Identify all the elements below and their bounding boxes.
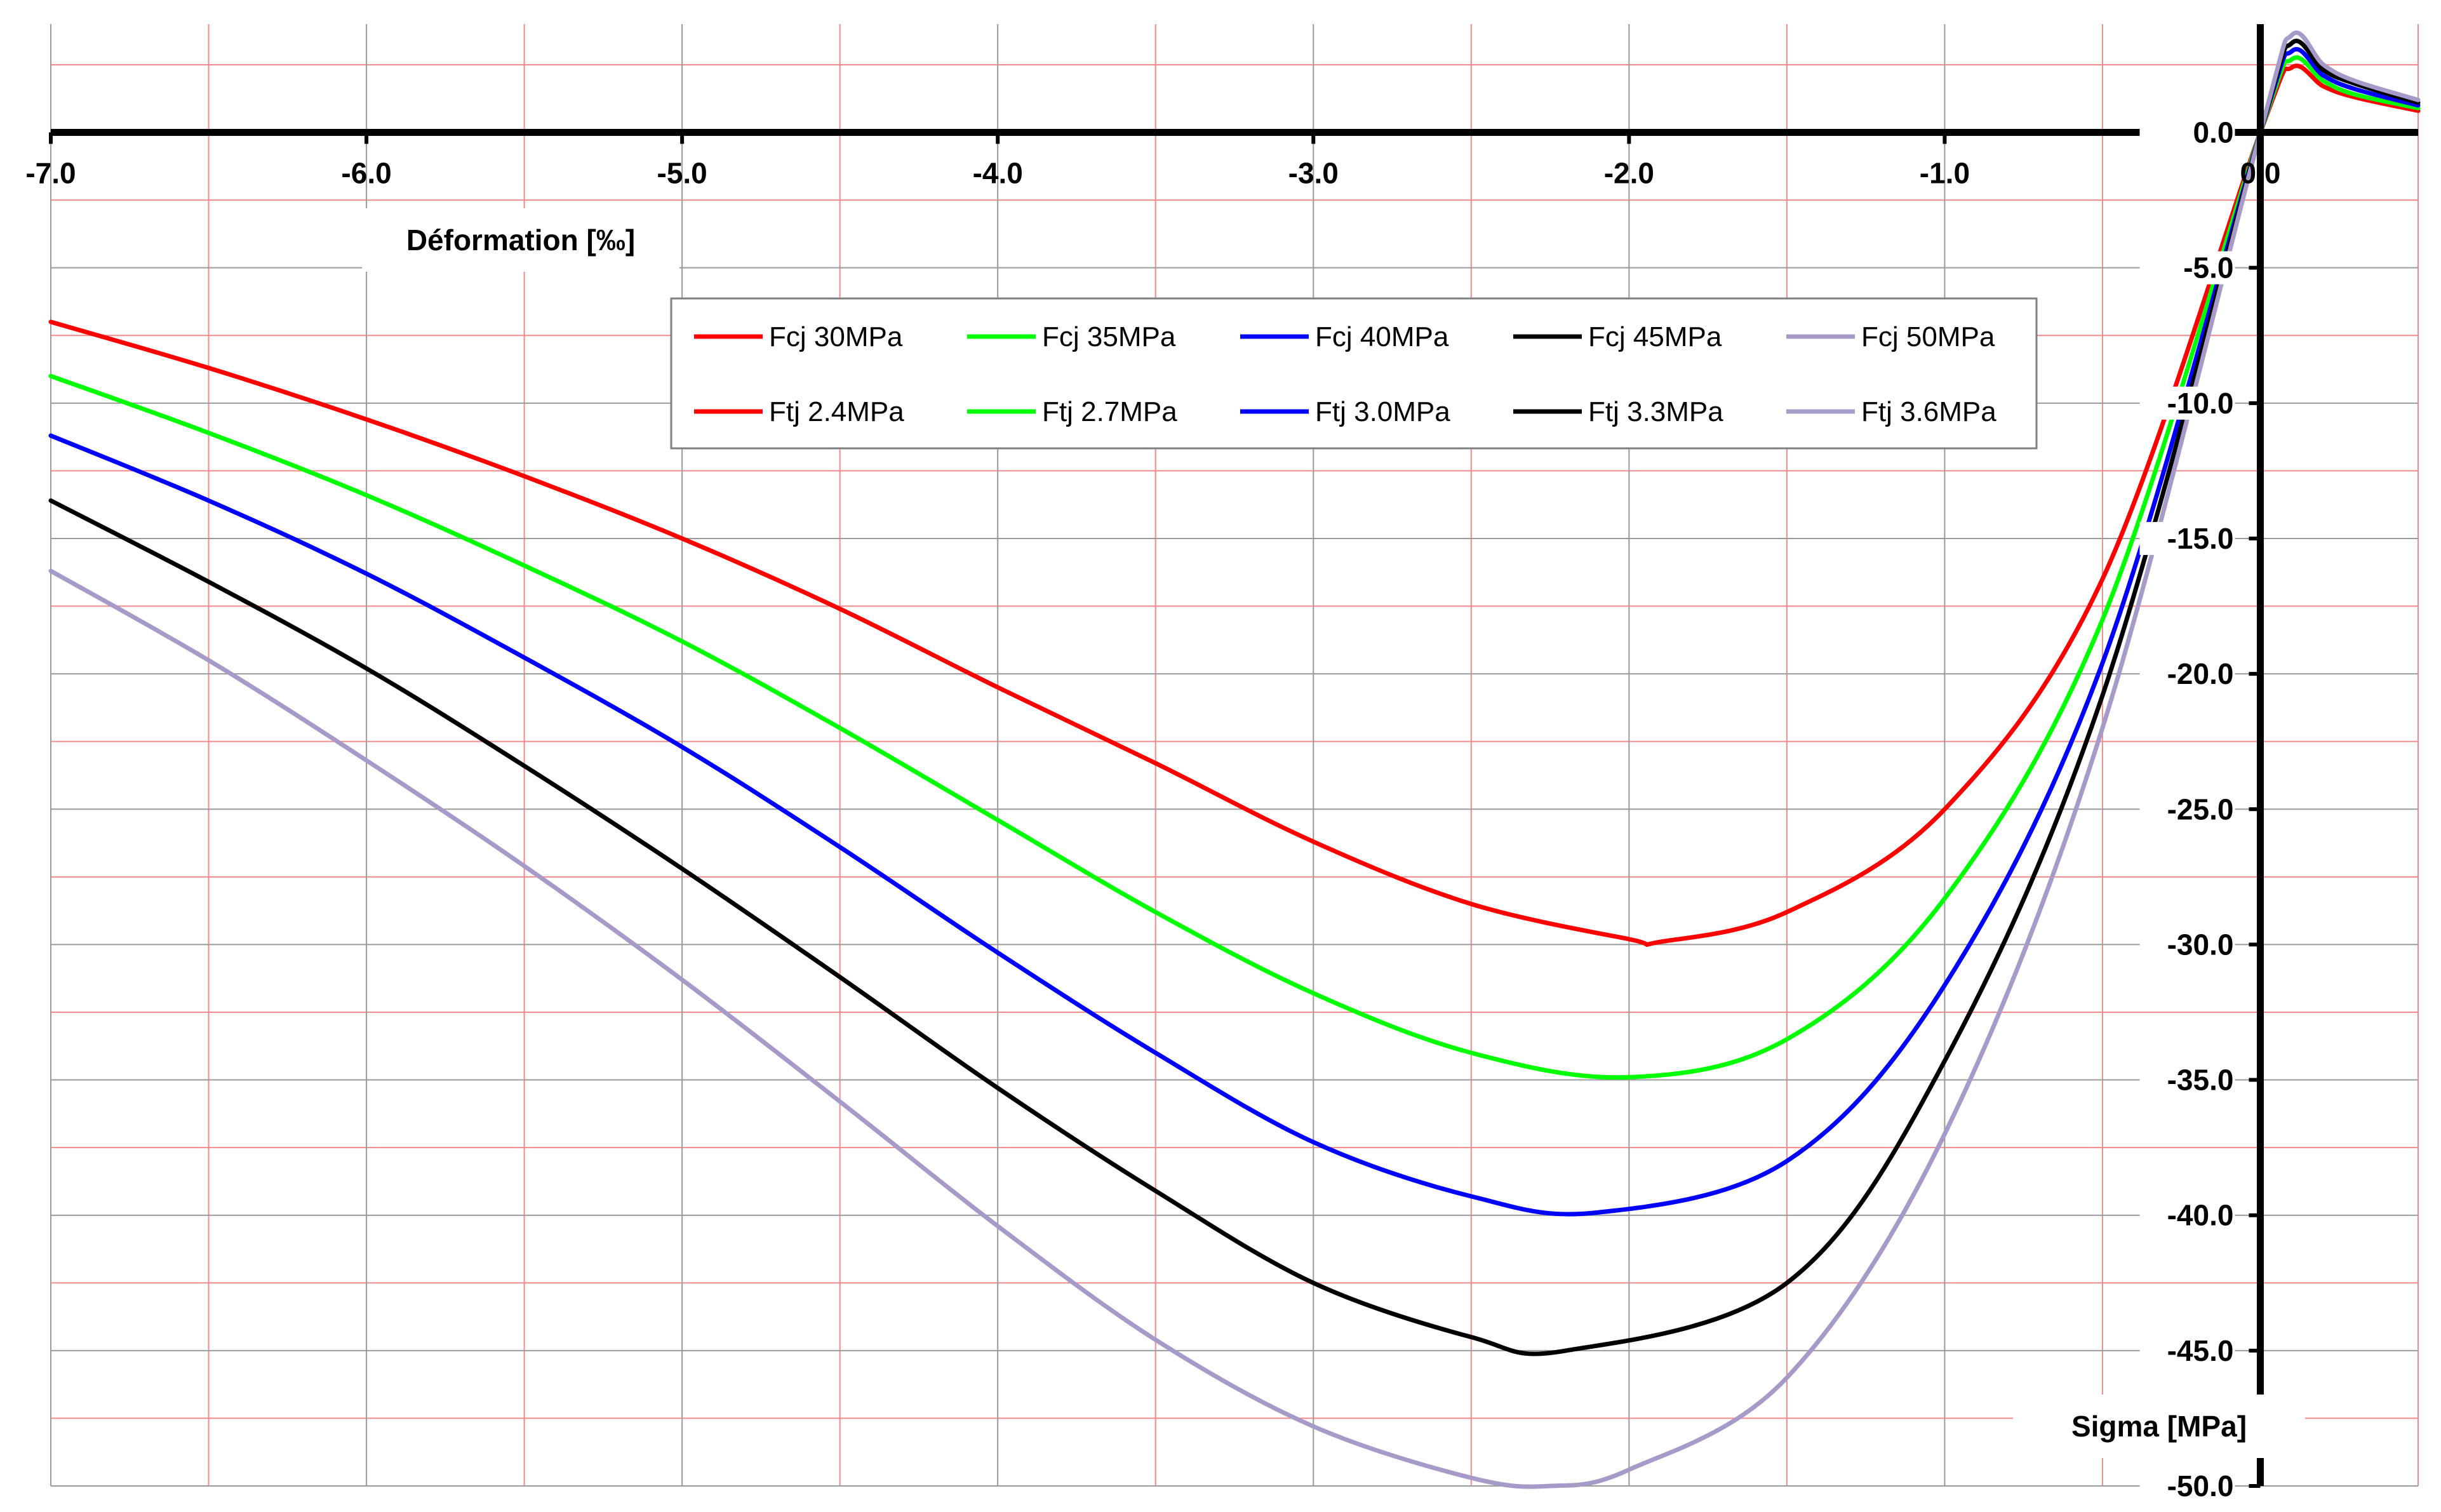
legend-entry-0: Ftj 2.4MPa — [769, 396, 904, 427]
y-tick-label: -35.0 — [2167, 1064, 2234, 1097]
y-tick-label: -40.0 — [2167, 1199, 2234, 1232]
x-tick-label: -3.0 — [1288, 157, 1339, 190]
y-tick-label-bg — [2139, 657, 2235, 691]
axis-titles: Déformation [‰] Sigma [MPa] — [362, 208, 2305, 1458]
y-tick-label-bg — [2139, 1469, 2235, 1502]
series-line-4 — [48, 30, 2421, 1489]
legend-entry-2: Fcj 40MPa — [1315, 321, 1449, 352]
y-tick-label: -20.0 — [2167, 657, 2234, 690]
y-tick-label: -45.0 — [2167, 1334, 2234, 1367]
x-tick-label: -1.0 — [1920, 157, 1970, 190]
legend-entry-4: Ftj 3.6MPa — [1861, 396, 1996, 427]
tick-labels: -7.0 -6.0 -5.0 -4.0 -3.0 -2.0 -1.0 0.00.0 -5.0 -1… — [25, 116, 2280, 1502]
y-tick-label-bg — [2139, 521, 2235, 555]
y-tick-label: -15.0 — [2167, 522, 2234, 555]
legend-box — [670, 297, 2038, 450]
legend-entry-1: Fcj 35MPa — [1042, 321, 1176, 352]
y-tick-label: -5.0 — [2183, 251, 2233, 284]
x-tick-label: -5.0 — [657, 157, 707, 190]
x-tick-label: -7.0 — [25, 157, 76, 190]
legend-entry-4: Fcj 50MPa — [1861, 321, 1995, 352]
x-axis-title: Déformation [‰] — [406, 224, 635, 257]
x-axis-title-bg — [362, 208, 679, 272]
y-tick-label-bg — [2139, 1334, 2235, 1367]
y-tick-label-bg — [2139, 1198, 2235, 1232]
y-axis-title-bg — [2013, 1395, 2305, 1458]
legend-entry-2: Ftj 3.0MPa — [1315, 396, 1450, 427]
y-tick-label-bg — [2139, 251, 2235, 284]
y-tick-label: -30.0 — [2167, 928, 2234, 961]
y-tick-label-bg — [2139, 1063, 2235, 1097]
legend-entry-3: Ftj 3.3MPa — [1588, 396, 1723, 427]
y-tick-label: 0.0 — [2193, 116, 2234, 149]
y-tick-label-bg — [2139, 928, 2235, 961]
legend-entry-1: Ftj 2.7MPa — [1042, 396, 1177, 427]
x-tick-label: -6.0 — [341, 157, 391, 190]
legend-entry-0: Fcj 30MPa — [769, 321, 903, 352]
y-tick-label-bg — [2139, 116, 2235, 149]
x-tick-label: -2.0 — [1604, 157, 1654, 190]
y-tick-label: -25.0 — [2167, 793, 2234, 826]
x-tick-label: -4.0 — [973, 157, 1023, 190]
y-tick-label: -10.0 — [2167, 387, 2234, 420]
y-axis-title: Sigma [MPa] — [2071, 1410, 2247, 1443]
y-tick-label: -50.0 — [2167, 1469, 2234, 1502]
y-tick-label-bg — [2139, 386, 2235, 420]
legend: Fcj 30MPa Ftj 2.4MPa Fcj 35MPa Ftj 2.7MPa Fc… — [670, 297, 2038, 450]
y-tick-label-bg — [2139, 793, 2235, 826]
series-lines — [48, 30, 2421, 1489]
legend-entry-3: Fcj 45MPa — [1588, 321, 1722, 352]
x-tick-label: 0.0 — [2240, 157, 2280, 190]
